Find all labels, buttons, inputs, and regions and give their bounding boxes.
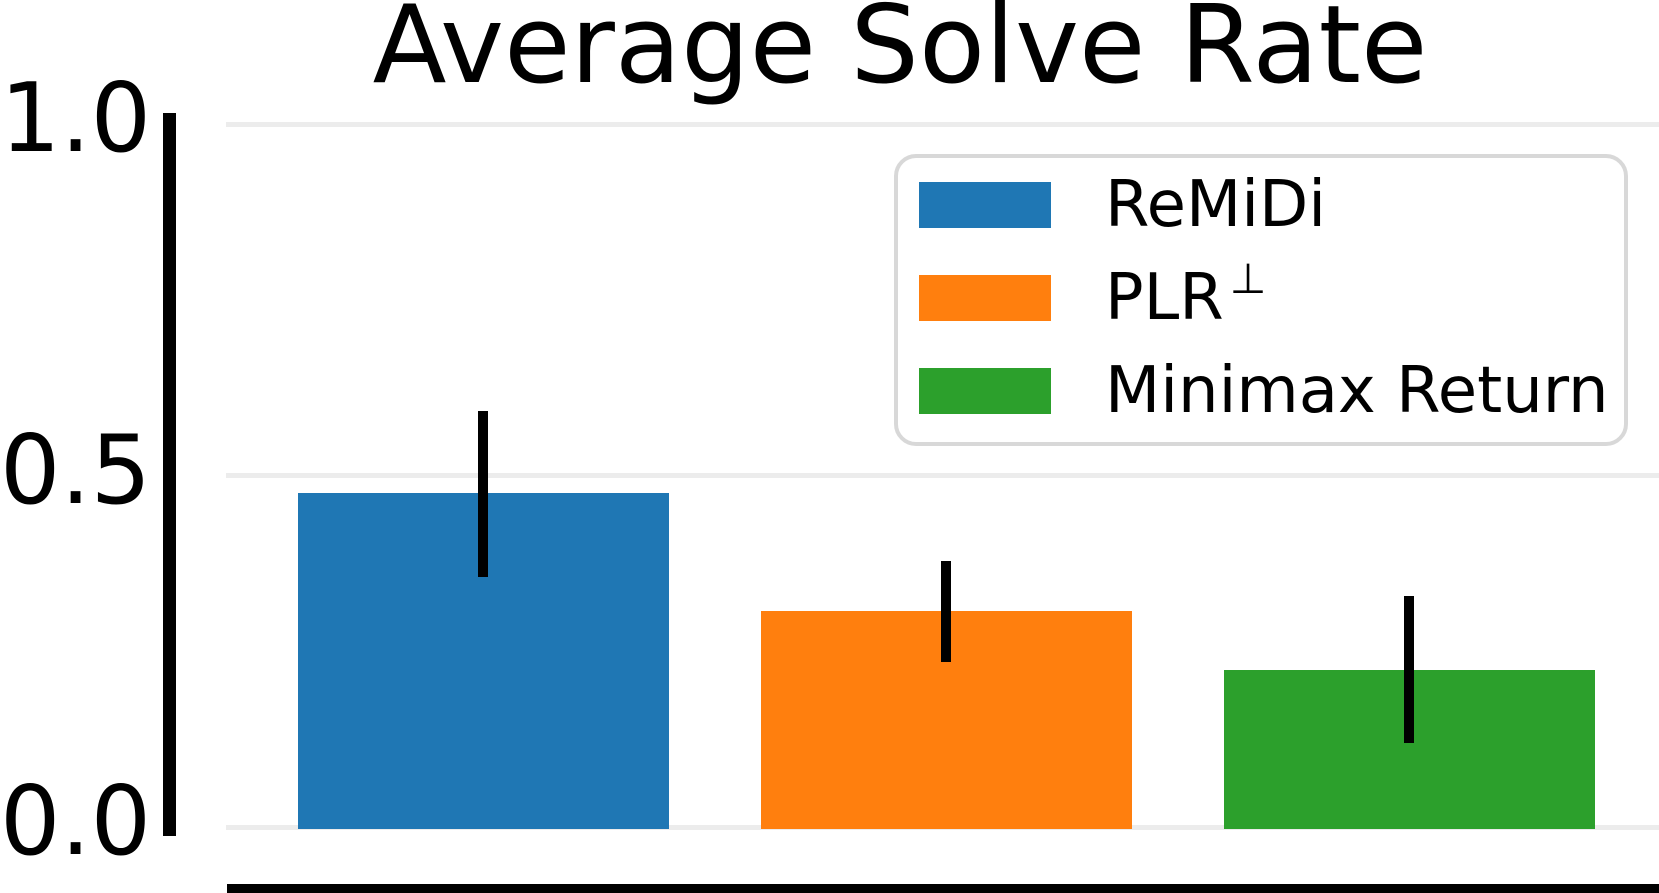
legend-rows: ReMiDi PLR ⊥ Minimax Return	[898, 173, 1624, 423]
legend-label-text-plr-perp: PLR	[1105, 261, 1224, 335]
legend-swatch-remidi	[919, 182, 1051, 228]
legend-label-superscript-plr-perp: ⊥	[1229, 254, 1267, 303]
x-axis-line	[227, 884, 1659, 893]
legend-row-remidi: ReMiDi	[898, 173, 1624, 237]
legend-label-plr-perp: PLR ⊥	[1105, 258, 1266, 331]
legend-row-plr-perp: PLR ⊥	[898, 258, 1624, 330]
legend-swatch-minimax-return	[919, 368, 1051, 414]
legend-label-text-remidi: ReMiDi	[1105, 168, 1327, 242]
legend-label-minimax-return: Minimax Return	[1105, 359, 1609, 423]
y-tick-label-0.0: 0.0	[0, 767, 152, 877]
legend-label-text-minimax-return: Minimax Return	[1105, 354, 1609, 428]
legend-label-remidi: ReMiDi	[1105, 173, 1326, 237]
legend-row-minimax-return: Minimax Return	[898, 359, 1624, 423]
legend: ReMiDi PLR ⊥ Minimax Return	[894, 154, 1628, 446]
gridline-1.0	[226, 121, 1659, 127]
error-bar-remidi	[478, 410, 488, 577]
y-tick-label-1.0: 1.0	[0, 64, 152, 174]
legend-swatch-plr-perp	[919, 275, 1051, 321]
y-tick-label-0.5: 0.5	[0, 415, 152, 526]
gridline-0.5	[226, 473, 1659, 478]
y-axis-spine	[163, 113, 176, 836]
error-bar-plr-perp	[941, 561, 951, 662]
error-bar-minimax-return	[1404, 595, 1414, 744]
chart-title: Average Solve Rate	[372, 0, 1428, 108]
